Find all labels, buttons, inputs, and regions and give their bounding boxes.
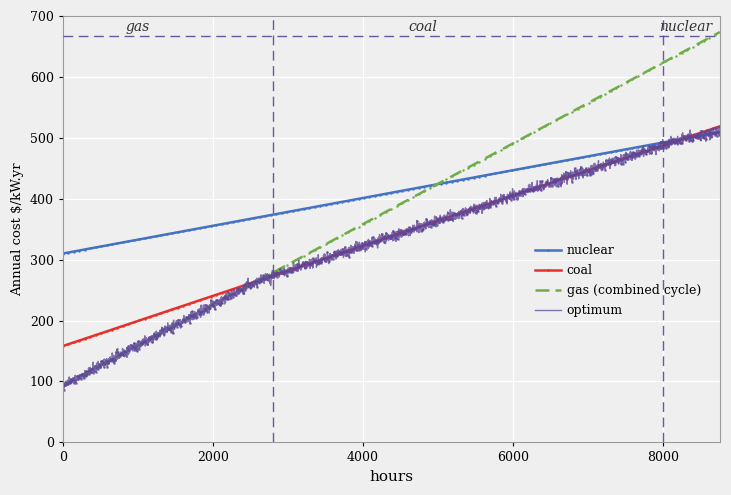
gas (combined cycle): [338, 232, 347, 238]
optimum: [702, 128, 711, 134]
Legend: nuclear, coal, gas (combined cycle), optimum: nuclear, coal, gas (combined cycle), opt…: [534, 244, 701, 317]
Text: coal: coal: [409, 20, 437, 34]
gas (combined cycle): [173, 321, 181, 327]
gas (combined cycle): [702, 36, 711, 42]
gas (combined cycle): [632, 74, 640, 80]
nuclear: [173, 230, 181, 236]
optimum: [339, 254, 348, 260]
optimum: [311, 256, 319, 262]
coal: [632, 151, 640, 157]
nuclear: [338, 198, 347, 204]
nuclear: [311, 204, 319, 210]
Text: gas: gas: [126, 20, 150, 34]
coal: [311, 259, 319, 265]
coal: [702, 128, 711, 134]
optimum: [716, 130, 724, 136]
gas (combined cycle): [133, 343, 142, 348]
Text: nuclear: nuclear: [659, 20, 712, 34]
nuclear: [133, 237, 142, 243]
Line: optimum: optimum: [63, 126, 720, 390]
nuclear: [716, 129, 724, 135]
optimum: [632, 153, 641, 159]
gas (combined cycle): [716, 29, 724, 35]
optimum: [134, 341, 143, 347]
optimum: [715, 123, 724, 129]
optimum: [173, 323, 181, 329]
coal: [58, 343, 67, 349]
optimum: [58, 382, 67, 388]
nuclear: [58, 250, 67, 256]
Line: coal: coal: [61, 125, 721, 347]
Line: nuclear: nuclear: [61, 131, 721, 254]
coal: [716, 123, 724, 129]
coal: [133, 318, 142, 324]
Y-axis label: Annual cost $/kW.yr: Annual cost $/kW.yr: [11, 162, 24, 296]
nuclear: [702, 131, 711, 137]
gas (combined cycle): [311, 247, 319, 253]
coal: [173, 305, 181, 311]
coal: [338, 249, 347, 255]
optimum: [59, 387, 68, 393]
gas (combined cycle): [58, 383, 67, 389]
Line: gas (combined cycle): gas (combined cycle): [61, 31, 721, 387]
nuclear: [632, 145, 640, 150]
X-axis label: hours: hours: [369, 470, 413, 484]
